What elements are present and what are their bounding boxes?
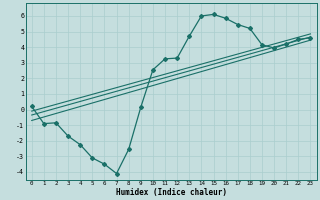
X-axis label: Humidex (Indice chaleur): Humidex (Indice chaleur) [116,188,227,197]
